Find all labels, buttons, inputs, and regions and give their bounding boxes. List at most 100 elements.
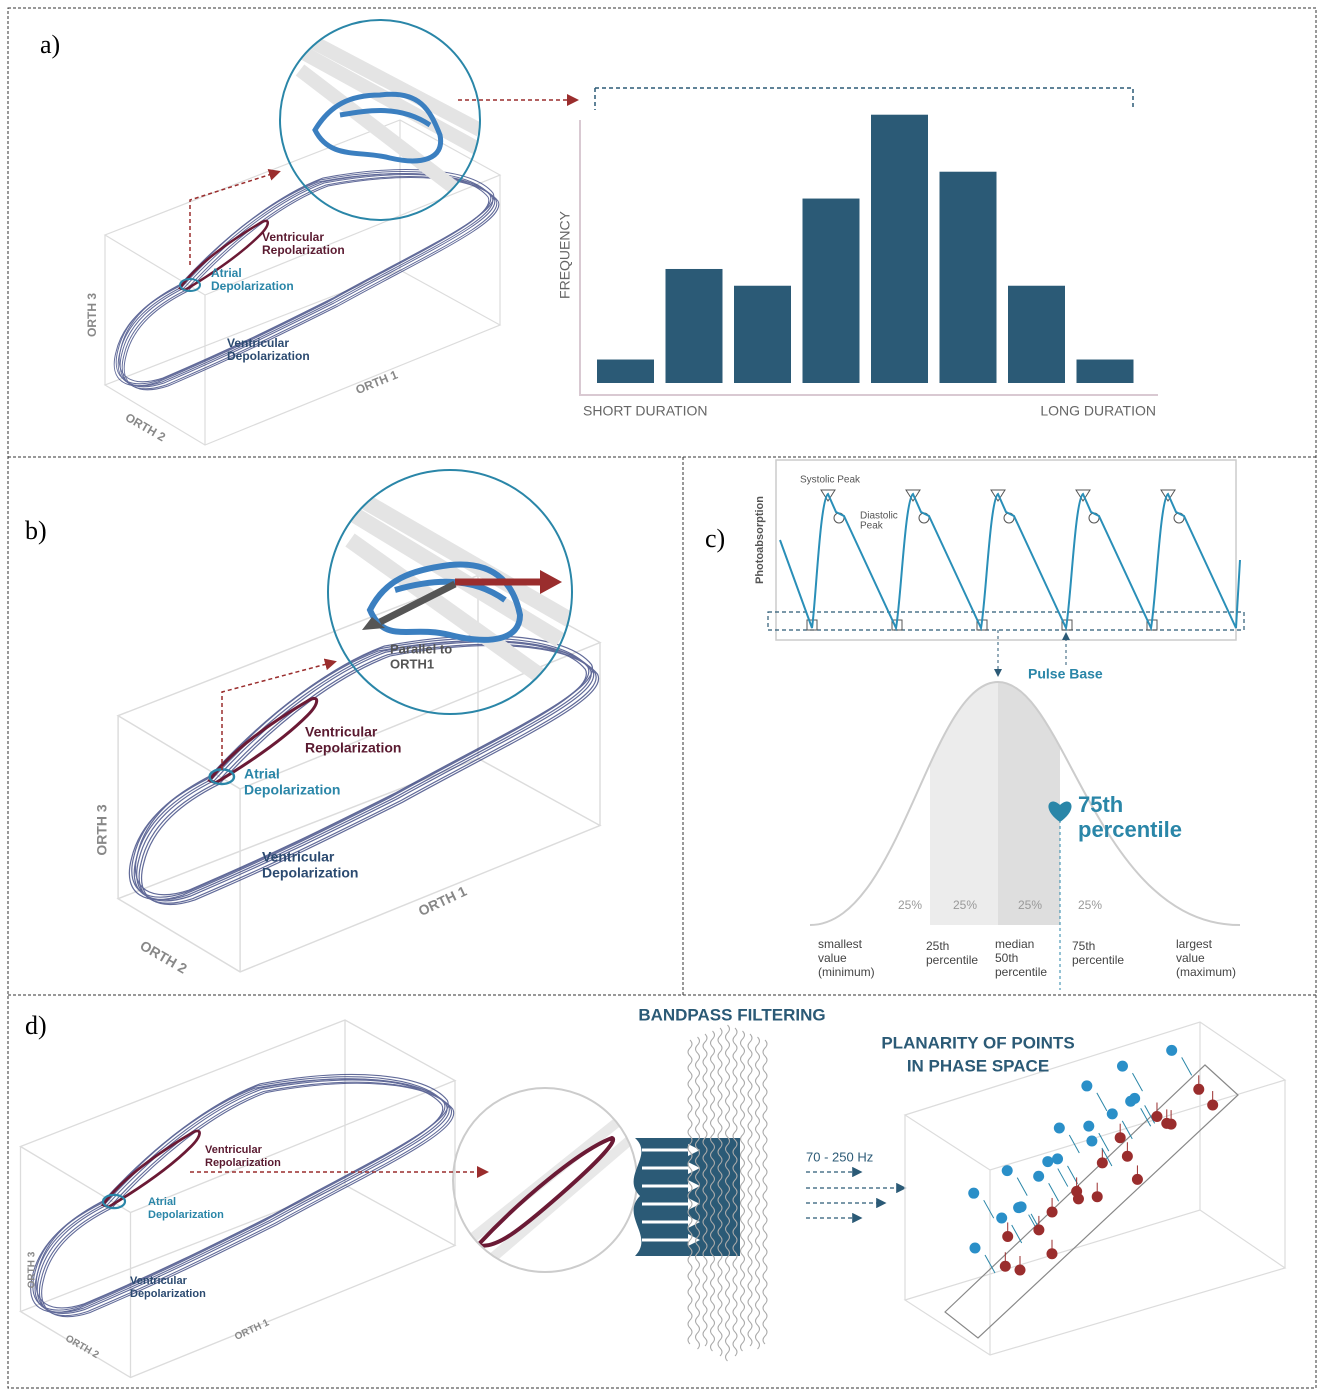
stem (1097, 1093, 1107, 1111)
wave-line (741, 1031, 745, 1351)
label: Repolarization (205, 1157, 281, 1169)
label: SHORT DURATION (583, 403, 707, 419)
label: Peak (860, 521, 884, 532)
stem (1058, 1169, 1068, 1187)
stem (1049, 1183, 1059, 1201)
stem (1068, 1166, 1078, 1184)
point (1047, 1206, 1058, 1217)
label: percentile (1072, 953, 1124, 967)
label: percentile (926, 953, 978, 967)
label: ORTH 3 (85, 293, 99, 337)
vcg-loop-a (105, 120, 500, 445)
point (1132, 1174, 1143, 1185)
label: Atrial (148, 1196, 176, 1208)
point (1097, 1157, 1108, 1168)
label: 75th (1078, 792, 1123, 817)
wave-line (748, 1034, 752, 1346)
point (1115, 1132, 1126, 1143)
point (1033, 1224, 1044, 1235)
label: Ventricular (305, 724, 378, 740)
vcg-loop-b (118, 575, 600, 972)
point (1052, 1153, 1063, 1164)
label: ORTH 1 (233, 1317, 271, 1343)
stem (1017, 1178, 1027, 1196)
point (1016, 1201, 1027, 1212)
point (1122, 1151, 1133, 1162)
label: b) (25, 516, 47, 545)
bar (666, 269, 723, 383)
point (1151, 1111, 1162, 1122)
label: Repolarization (305, 740, 401, 756)
histogram (580, 115, 1158, 395)
point (1002, 1165, 1013, 1176)
stem (1069, 1135, 1079, 1153)
bar (734, 286, 791, 383)
label: largest (1176, 937, 1213, 951)
point (1000, 1261, 1011, 1272)
figure: a)VentricularRepolarizationAtrialDepolar… (0, 0, 1321, 1391)
label: smallest (818, 937, 863, 951)
label: Depolarization (130, 1288, 206, 1300)
bar (1077, 360, 1134, 383)
label: Ventricular (262, 230, 324, 244)
label: LONG DURATION (1040, 403, 1156, 419)
label: ORTH 3 (27, 1251, 38, 1288)
label: (maximum) (1176, 965, 1236, 979)
label: 25% (953, 898, 977, 912)
label: FREQUENCY (557, 210, 573, 299)
label: 25% (1018, 898, 1042, 912)
label: d) (25, 1011, 47, 1040)
label: ORTH 3 (94, 804, 110, 856)
point (1054, 1122, 1065, 1133)
point (1207, 1100, 1218, 1111)
label: value (818, 951, 847, 965)
point (1083, 1121, 1094, 1132)
label: Pulse Base (1028, 666, 1103, 682)
label: IN PHASE SPACE (907, 1056, 1049, 1075)
label: Depolarization (227, 349, 310, 363)
stem (1132, 1073, 1142, 1091)
label: 70 - 250 Hz (806, 1149, 873, 1164)
label: c) (705, 524, 725, 553)
vcg-loop-d (21, 1020, 456, 1378)
label: Photoabsorption (754, 496, 766, 584)
point (1081, 1080, 1092, 1091)
stem (1012, 1225, 1022, 1243)
label: Ventricular (227, 336, 289, 350)
point (1166, 1045, 1177, 1056)
label: percentile (1078, 817, 1182, 842)
point (1071, 1186, 1082, 1197)
point (996, 1212, 1007, 1223)
label: Ventricular (130, 1275, 188, 1287)
label: ORTH 2 (123, 410, 168, 444)
label: 75th (1072, 939, 1095, 953)
label: Repolarization (262, 243, 345, 257)
label: Depolarization (262, 865, 358, 881)
label: ORTH1 (390, 656, 434, 671)
label: Depolarization (211, 279, 294, 293)
point (1161, 1118, 1172, 1129)
label: Parallel to (390, 641, 452, 656)
label: 25th (926, 939, 949, 953)
point (1117, 1061, 1128, 1072)
point (1015, 1265, 1026, 1276)
label: ORTH 1 (416, 883, 469, 919)
label: Depolarization (244, 782, 340, 798)
point (1107, 1108, 1118, 1119)
label: (minimum) (818, 965, 875, 979)
label: value (1176, 951, 1205, 965)
label: ORTH 2 (63, 1333, 101, 1361)
label: BANDPASS FILTERING (638, 1005, 825, 1024)
label: PLANARITY OF POINTS (881, 1033, 1074, 1052)
bar (803, 199, 860, 383)
zoom-d (190, 1022, 1285, 1361)
point (1193, 1084, 1204, 1095)
point (1042, 1156, 1053, 1167)
bar (1008, 286, 1065, 383)
label: median (995, 937, 1034, 951)
bar (940, 172, 997, 383)
label: 25% (1078, 898, 1102, 912)
label: 50th (995, 951, 1018, 965)
waveform (780, 494, 1240, 628)
bar (597, 360, 654, 383)
